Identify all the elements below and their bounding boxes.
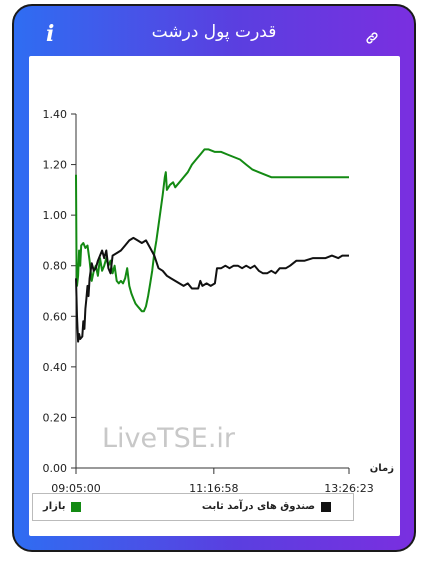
x-axis-label: زمان (370, 463, 394, 474)
plot-lines (75, 148, 349, 343)
x-tick-label: 11:16:58 (189, 482, 238, 495)
legend-label-market: بازار (43, 501, 66, 512)
legend-label-fixed-income: صندوق های درآمد ثابت (201, 501, 315, 512)
y-tick-label: 1.00 (43, 209, 68, 222)
x-tick-label: 09:05:00 (51, 482, 100, 495)
x-tick-label: 13:26:23 (324, 482, 373, 495)
link-icon[interactable] (365, 30, 379, 49)
chart-title: قدرت پول درشت (151, 22, 277, 42)
y-tick-label: 0.20 (43, 411, 68, 424)
y-tick-label: 1.20 (43, 159, 68, 172)
x-axis: 09:05:00 11:16:58 13:26:23 (51, 467, 374, 495)
chart-panel (29, 56, 400, 536)
info-icon[interactable]: i (46, 21, 55, 47)
chart-card: i قدرت پول درشت (12, 4, 416, 552)
y-tick-label: 0.00 (43, 462, 68, 475)
y-tick-label: 0.60 (43, 310, 68, 323)
chart-legend: صندوق های درآمد ثابت بازار (32, 493, 354, 521)
series-line-fixed-income (75, 236, 349, 343)
y-tick-label: 0.40 (43, 361, 68, 374)
legend-item-market[interactable]: بازار (43, 501, 82, 512)
watermark-text: LiveTSE.ir (102, 423, 236, 454)
legend-swatch-market (71, 501, 82, 512)
y-axis: 0.00 0.20 0.40 0.60 0.80 1.00 1.20 1.40 (43, 108, 77, 475)
series-line-market (75, 148, 349, 313)
legend-swatch-fixed-income (321, 501, 331, 512)
legend-item-fixed-income[interactable]: صندوق های درآمد ثابت (202, 501, 331, 512)
card-header: i قدرت پول درشت (14, 6, 414, 58)
y-tick-label: 0.80 (43, 260, 68, 273)
y-tick-label: 1.40 (43, 108, 68, 121)
